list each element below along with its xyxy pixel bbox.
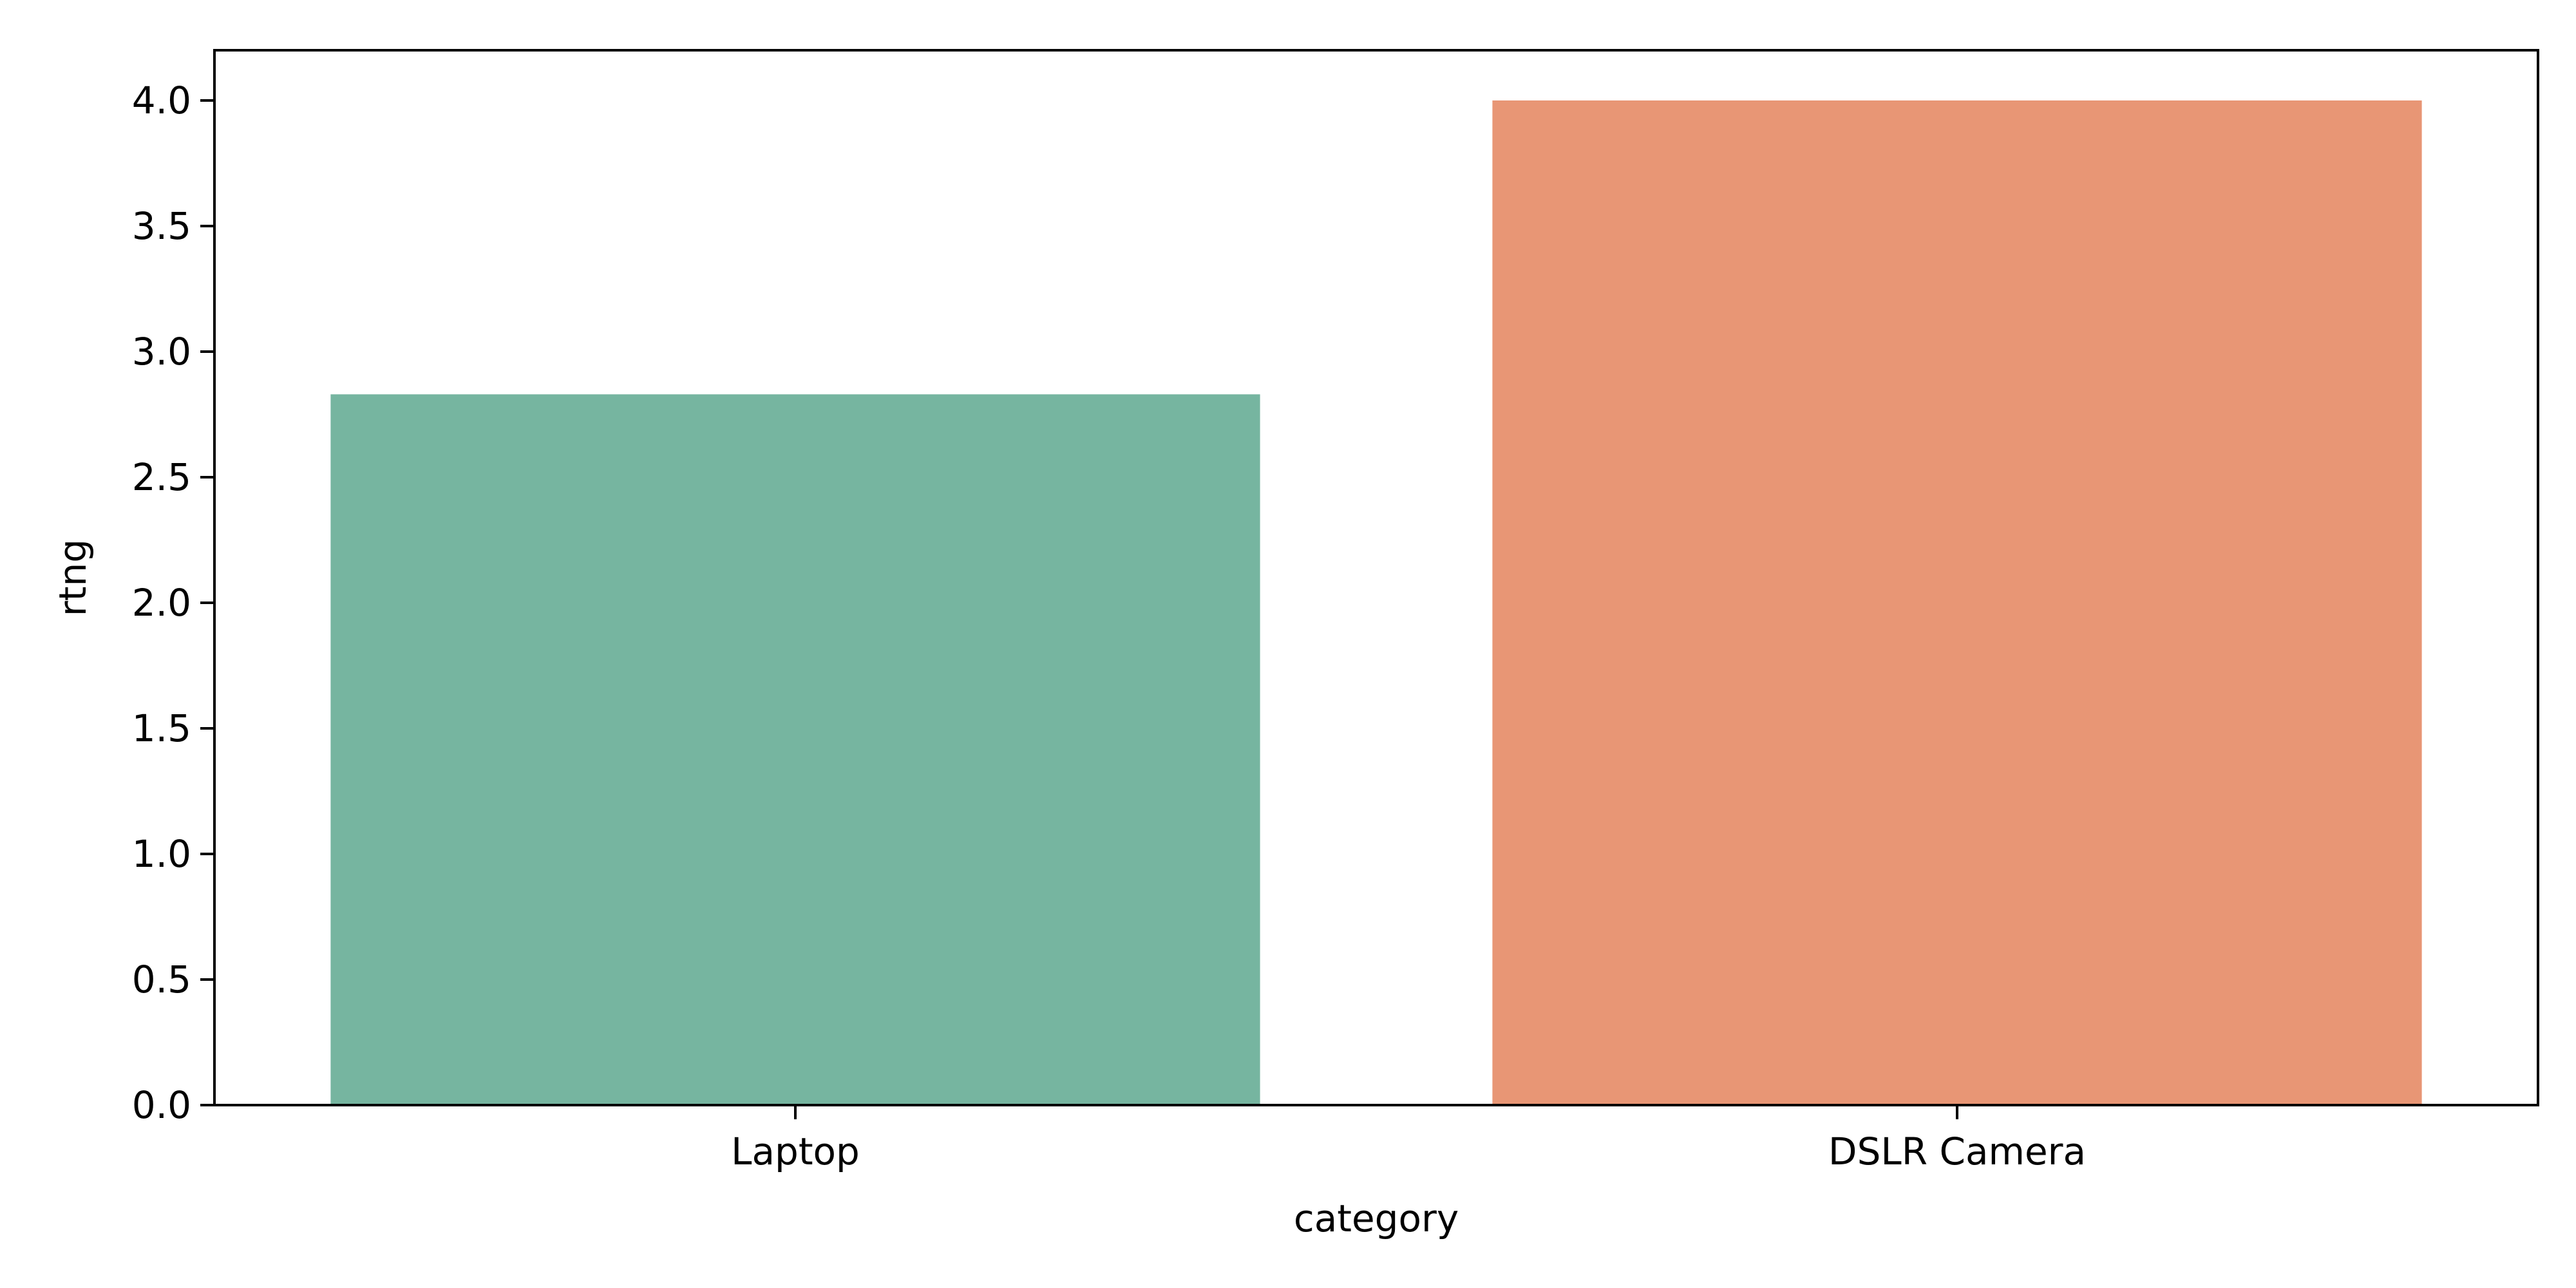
y-tick-label: 3.5 [132,204,191,248]
bars-group [330,100,2422,1105]
y-tick-label: 2.0 [132,581,191,625]
x-axis-title: category [1294,1197,1459,1240]
x-axis-ticks: Laptop DSLR Camera [731,1105,2086,1173]
bar-laptop [330,394,1260,1105]
y-axis-title: rtng [51,539,95,616]
y-tick-label: 3.0 [132,330,191,374]
y-tick-label: 0.0 [132,1083,191,1127]
y-tick-label: 2.5 [132,455,191,499]
y-axis-ticks: 0.0 0.5 1.0 1.5 2.0 2.5 3.0 3.5 4.0 [132,79,214,1127]
y-tick-label: 1.5 [132,706,191,750]
y-tick-label: 0.5 [132,958,191,1001]
x-tick-label: DSLR Camera [1828,1130,2086,1173]
plot-area-frame [213,49,2539,1106]
y-tick-label: 4.0 [132,79,191,122]
bar-dslr-camera [1492,100,2422,1105]
y-tick-label: 1.0 [132,832,191,876]
x-tick-label: Laptop [731,1130,860,1173]
